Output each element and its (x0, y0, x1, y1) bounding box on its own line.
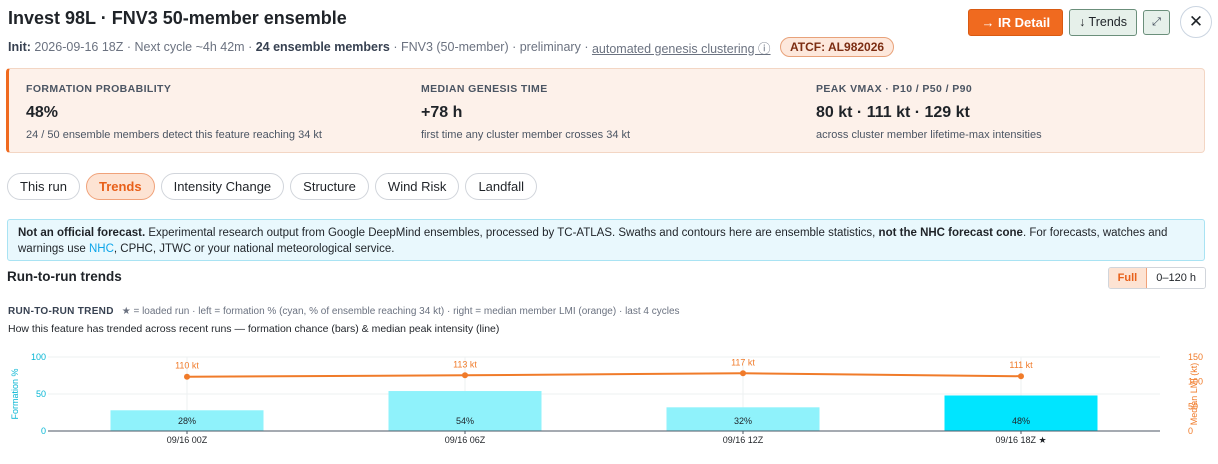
disclaimer-notice: Not an official forecast. Experimental r… (7, 219, 1205, 261)
tab-this-run[interactable]: This run (7, 173, 80, 200)
bar (110, 410, 264, 431)
trends-button[interactable]: ↓ Trends (1069, 8, 1137, 36)
stat-label: MEDIAN GENESIS TIME (421, 83, 548, 95)
chart-title: RUN-TO-RUN TREND (8, 306, 114, 317)
lmi-point (1018, 373, 1024, 380)
clustering-link[interactable]: automated genesis clustering ⓘ (591, 41, 771, 56)
y-tick-label: 100 (31, 352, 46, 362)
y-tick-label: 50 (36, 389, 46, 399)
tab-bar: This run Trends Intensity Change Structu… (7, 173, 537, 200)
notice-bold: not the NHC forecast cone (878, 227, 1023, 239)
trend-chart-svg: 28% 54% 32% 48% 09/16 00Z 09/16 06Z 09/16 12Z 0… (10, 352, 1203, 445)
tab-intensity-change[interactable]: Intensity Change (160, 173, 285, 200)
lmi-line (186, 372, 1022, 378)
member-count: 24 ensemble members (255, 40, 390, 54)
chart-subtitle: How this feature has trended across rece… (8, 323, 500, 335)
init-value: 2026-09-16 18Z (34, 40, 124, 54)
trend-chart: 28% 54% 32% 48% 09/16 00Z 09/16 06Z 09/16 12Z 0… (0, 340, 1218, 463)
expand-icon[interactable]: ⤢ (1143, 9, 1170, 35)
bar (944, 395, 1098, 431)
nhc-link[interactable]: NHC (88, 243, 114, 255)
y-right-tick-label: 50 (1188, 401, 1198, 411)
header: Invest 98L · FNV3 50-member ensemble Ini… (8, 6, 1212, 60)
x-tick-label: 09/16 18Z ★ (995, 435, 1046, 445)
stat-peak-vmax: PEAK VMAX · P10 / P50 / P90 80 kt · 111 … (816, 83, 1042, 141)
notice-body: Experimental research output from Google… (145, 227, 879, 239)
y-right-tick-label: 100 (1188, 377, 1203, 387)
notice-lead: Not an official forecast. (18, 227, 146, 239)
stat-value: 48% (26, 104, 59, 121)
toggle-0-120h[interactable]: 0–120 h (1147, 268, 1205, 288)
bar (388, 391, 542, 431)
notice-body: . For forecasts, watches and warnings us… (18, 227, 1168, 255)
lmi-point (740, 370, 746, 377)
stat-median-genesis: MEDIAN GENESIS TIME +78 h first time any… (421, 83, 630, 141)
chart-header: RUN-TO-RUN TREND ★ = loaded run · left = … (8, 306, 680, 317)
x-tick-label: 09/16 00Z (167, 435, 208, 445)
section-title: Run-to-run trends (7, 269, 122, 284)
stat-sub: first time any cluster member crosses 34… (421, 129, 631, 141)
page-title: Invest 98L · FNV3 50-member ensemble (8, 8, 347, 28)
stat-formation-probability: FORMATION PROBABILITY 48% 24 / 50 ensemb… (26, 83, 322, 141)
stat-value: 80 kt · 111 kt · 129 kt (816, 104, 970, 121)
y-right-tick-label: 150 (1188, 352, 1203, 362)
y-right-tick-label: 0 (1188, 426, 1193, 436)
stat-sub: 24 / 50 ensemble members detect this fea… (26, 129, 322, 141)
bar-label: 48% (1012, 416, 1030, 426)
y-right-axis-label: Median LMI (kt) (1189, 363, 1199, 426)
bar (666, 407, 820, 431)
tab-trends[interactable]: Trends (85, 173, 155, 200)
atcf-badge: ATCF: AL982026 (780, 37, 895, 57)
chart-legend-note: ★ = loaded run · left = formation % (cya… (121, 306, 680, 317)
tab-landfall[interactable]: Landfall (465, 173, 537, 200)
x-tick-label: 09/16 06Z (445, 435, 486, 445)
run-meta: Init: 2026-09-16 18Z · Next cycle ~4h 42… (8, 37, 895, 57)
toggle-full[interactable]: Full (1108, 268, 1148, 288)
lmi-label: 110 kt (175, 361, 199, 371)
y-axis-label: Formation % (10, 368, 20, 419)
lmi-point (184, 373, 190, 380)
tab-structure[interactable]: Structure (290, 173, 369, 200)
next-cycle: · Next cycle ~4h 42m · (126, 40, 253, 54)
summary-stats: FORMATION PROBABILITY 48% 24 / 50 ensemb… (6, 68, 1205, 153)
lmi-point (462, 372, 468, 379)
init-label: Init: (8, 40, 31, 54)
lmi-label: 117 kt (731, 357, 755, 367)
bar-label: 54% (456, 416, 474, 426)
stat-label: FORMATION PROBABILITY (26, 83, 172, 95)
lmi-label: 113 kt (453, 359, 477, 369)
bar-label: 32% (734, 416, 752, 426)
x-tick-label: 09/16 12Z (723, 435, 764, 445)
close-icon[interactable]: ✕ (1180, 6, 1212, 38)
model-note: · FNV3 (50-member) · preliminary · (393, 40, 589, 54)
stat-sub: across cluster member lifetime-max inten… (816, 129, 1042, 141)
ir-detail-button[interactable]: → IR Detail (968, 8, 1064, 36)
stat-label: PEAK VMAX · P10 / P50 / P90 (816, 83, 973, 95)
bar-label: 28% (178, 416, 196, 426)
tab-wind-risk[interactable]: Wind Risk (374, 173, 460, 200)
lmi-label: 111 kt (1009, 360, 1033, 370)
header-actions: → IR Detail ↓ Trends ⤢ ✕ (968, 6, 1212, 38)
stat-value: +78 h (421, 104, 463, 121)
y-tick-label: 0 (41, 426, 46, 436)
range-toggle: Full 0–120 h (1107, 267, 1206, 289)
notice-body: , CPHC, JTWC or your national meteorolog… (113, 243, 395, 255)
